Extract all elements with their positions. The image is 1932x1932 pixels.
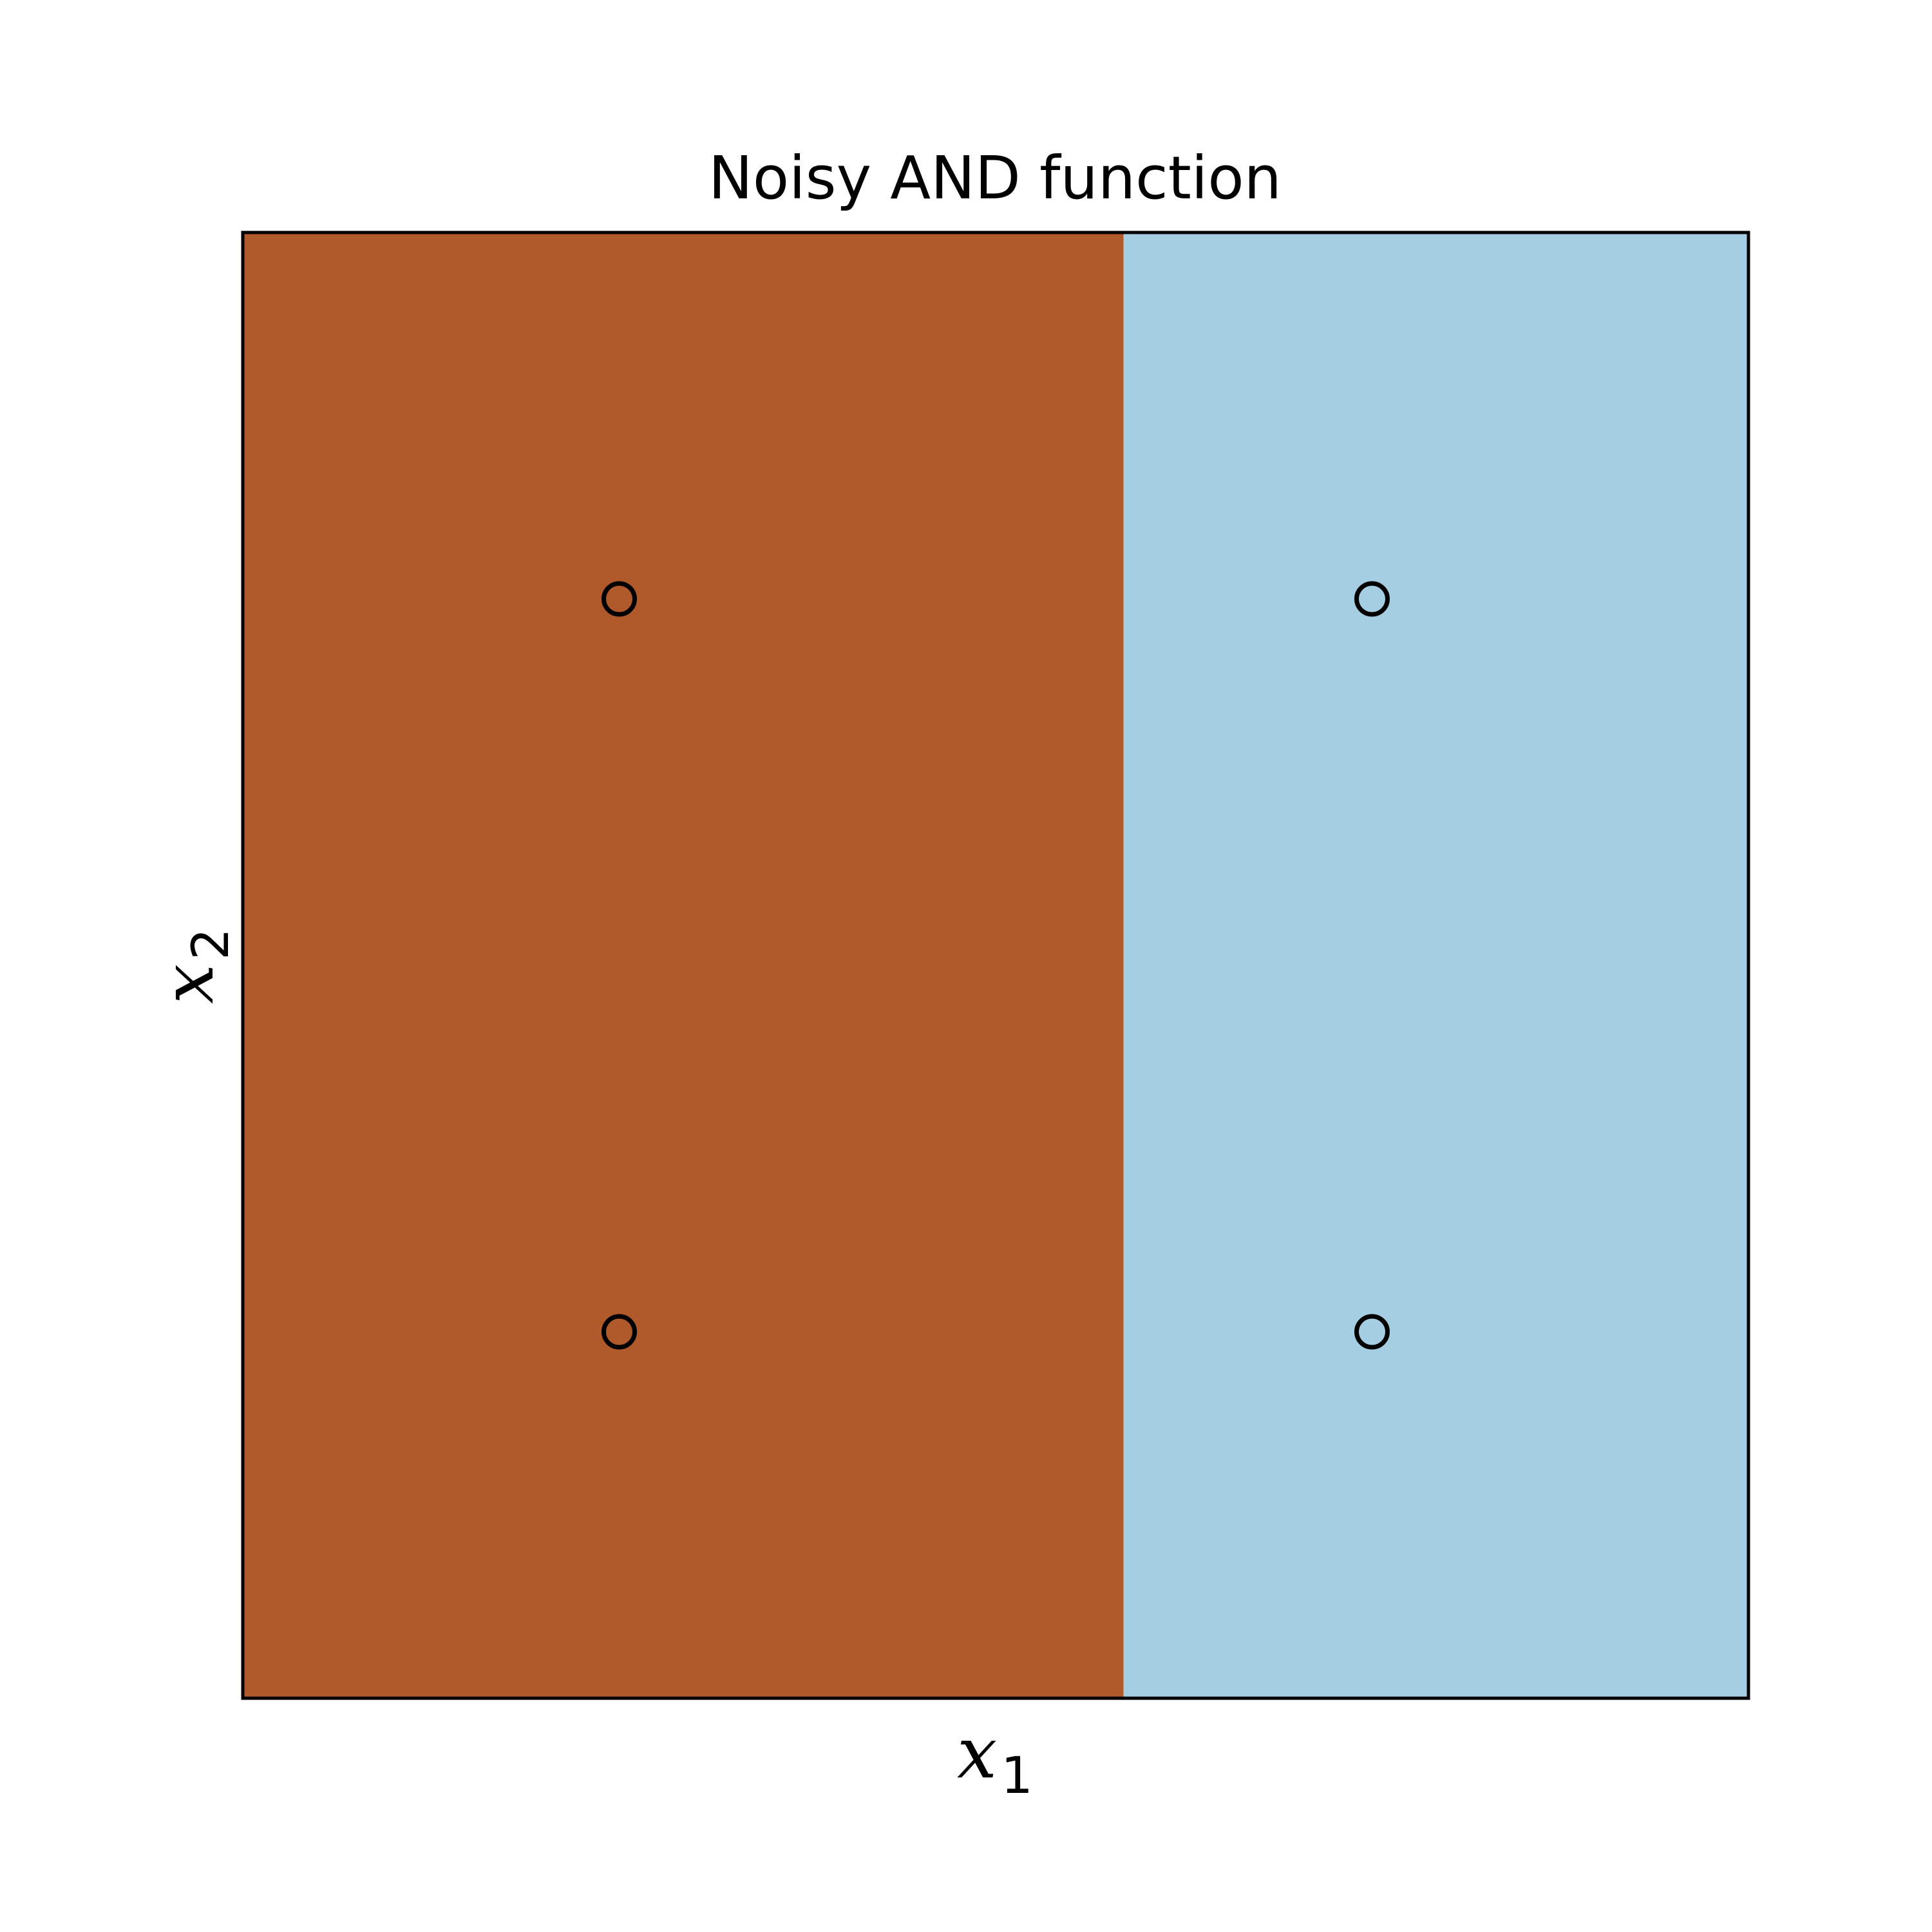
data-points [601,581,1390,1350]
data-point-4 [1354,1314,1390,1350]
x-axis-label-base: x [957,1712,997,1794]
data-point-2 [1354,581,1390,617]
decision-regions [243,232,1748,1698]
y-axis-label-sub: 2 [182,928,240,960]
decision-region-2 [1123,232,1748,1698]
y-axis-label-base: x [147,964,229,1004]
x-axis-label-sub: 1 [1001,1747,1033,1805]
data-point-3 [601,1314,637,1350]
data-point-1 [601,581,637,617]
decision-region-1 [243,232,1124,1698]
chart-title: Noisy AND function [708,144,1282,213]
x-axis-label: x1 [957,1712,1033,1805]
plot-frame [241,231,1750,1700]
y-axis-label: x2 [147,928,240,1004]
